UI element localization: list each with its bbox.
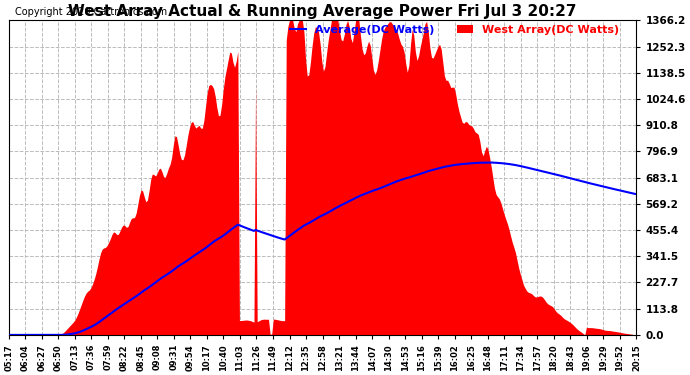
Text: Copyright 2020 Cartronics.com: Copyright 2020 Cartronics.com (15, 7, 167, 17)
Legend: Average(DC Watts), West Array(DC Watts): Average(DC Watts), West Array(DC Watts) (285, 20, 624, 39)
Title: West Array Actual & Running Average Power Fri Jul 3 20:27: West Array Actual & Running Average Powe… (68, 4, 577, 19)
